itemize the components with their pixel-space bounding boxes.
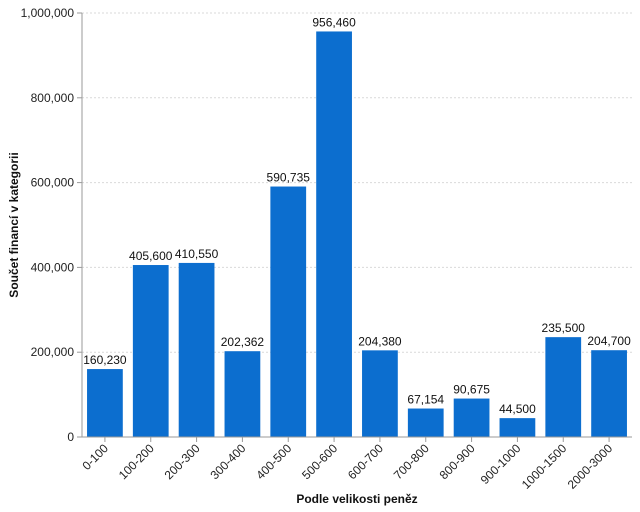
bar-value-label: 204,380 xyxy=(358,334,402,348)
data-labels: 160,230 405,600 410,550 202,362 590,735 956,4… xyxy=(83,15,631,416)
bar-value-label: 202,362 xyxy=(221,335,265,349)
bar xyxy=(453,398,490,437)
x-tick-label: 500-600 xyxy=(299,441,340,482)
x-tick-label: 2000-3000 xyxy=(565,441,616,492)
bar xyxy=(87,369,123,437)
y-tick-label: 800,000 xyxy=(31,91,75,105)
bar-value-label: 235,500 xyxy=(542,321,586,335)
y-tick-label: 400,000 xyxy=(31,260,75,274)
x-tick-label: 800-900 xyxy=(437,441,478,482)
bar-value-label: 160,230 xyxy=(83,353,127,367)
bar-value-label: 956,460 xyxy=(312,15,356,29)
bar xyxy=(499,418,536,437)
y-tick-label: 200,000 xyxy=(31,345,75,359)
bar-value-label: 67,154 xyxy=(407,393,444,407)
bar xyxy=(224,351,261,437)
x-axis-title: Podle velikosti peněz xyxy=(296,492,417,506)
bar-value-label: 410,550 xyxy=(175,247,219,261)
bar xyxy=(316,31,352,437)
x-tick-label: 300-400 xyxy=(207,441,248,482)
x-tick-label: 400-500 xyxy=(253,441,294,482)
bar xyxy=(362,350,398,437)
x-tick-label: 200-300 xyxy=(162,441,203,482)
y-tick-label: 1,000,000 xyxy=(21,6,75,20)
y-tick-label: 0 xyxy=(67,430,74,444)
bar xyxy=(270,186,307,437)
bar-value-label: 90,675 xyxy=(453,383,490,397)
x-tick-label: 1000-1500 xyxy=(519,441,570,492)
bar xyxy=(178,262,215,437)
y-tick-label: 600,000 xyxy=(31,176,75,190)
bar-value-label: 405,600 xyxy=(129,249,173,263)
x-tick-label: 900-1000 xyxy=(478,441,524,487)
x-tick-label: 600-700 xyxy=(345,441,386,482)
bar-value-label: 590,735 xyxy=(267,171,311,185)
x-tick-label: 100-200 xyxy=(116,441,157,482)
bar xyxy=(407,408,444,437)
y-axis-title: Součet financí v kategorii xyxy=(7,152,21,297)
x-tick-label: 0-100 xyxy=(79,441,111,473)
bar xyxy=(545,337,582,437)
bar xyxy=(591,350,627,437)
bar xyxy=(132,265,169,437)
bar-value-label: 204,700 xyxy=(587,334,631,348)
bars xyxy=(87,31,627,437)
x-tick-label: 700-800 xyxy=(391,441,432,482)
bar-value-label: 44,500 xyxy=(499,402,536,416)
